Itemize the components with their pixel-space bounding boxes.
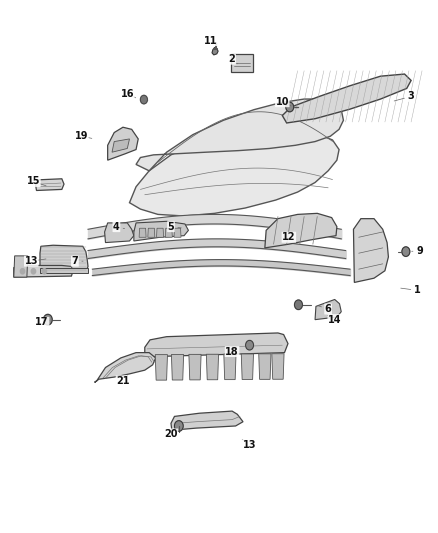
Circle shape bbox=[174, 421, 183, 431]
Text: 13: 13 bbox=[25, 256, 38, 266]
Polygon shape bbox=[134, 221, 188, 241]
Circle shape bbox=[286, 102, 293, 112]
Polygon shape bbox=[224, 354, 236, 379]
Polygon shape bbox=[272, 354, 284, 379]
Text: 10: 10 bbox=[276, 96, 289, 107]
Polygon shape bbox=[174, 228, 181, 237]
FancyBboxPatch shape bbox=[231, 54, 253, 72]
Polygon shape bbox=[283, 74, 411, 123]
Polygon shape bbox=[139, 228, 146, 237]
Text: 1: 1 bbox=[414, 286, 421, 295]
Polygon shape bbox=[14, 256, 28, 277]
Text: 15: 15 bbox=[27, 176, 40, 187]
Polygon shape bbox=[315, 300, 341, 320]
Polygon shape bbox=[265, 213, 337, 248]
Text: 21: 21 bbox=[116, 376, 130, 386]
Text: 3: 3 bbox=[408, 91, 414, 101]
Polygon shape bbox=[212, 47, 218, 55]
Polygon shape bbox=[35, 179, 64, 190]
Polygon shape bbox=[155, 354, 167, 380]
Polygon shape bbox=[156, 228, 163, 237]
Polygon shape bbox=[108, 127, 138, 160]
Text: 2: 2 bbox=[229, 54, 236, 64]
Circle shape bbox=[31, 269, 35, 274]
Text: 20: 20 bbox=[164, 429, 178, 439]
Polygon shape bbox=[241, 354, 254, 379]
Text: 4: 4 bbox=[113, 222, 120, 232]
Circle shape bbox=[43, 314, 52, 325]
Text: 12: 12 bbox=[282, 232, 296, 243]
Circle shape bbox=[42, 269, 46, 274]
Polygon shape bbox=[206, 354, 219, 379]
Text: 18: 18 bbox=[225, 346, 239, 357]
Circle shape bbox=[20, 269, 25, 274]
Circle shape bbox=[141, 95, 148, 104]
Polygon shape bbox=[40, 268, 88, 273]
Circle shape bbox=[294, 300, 302, 310]
Polygon shape bbox=[145, 333, 288, 357]
Text: 13: 13 bbox=[243, 440, 256, 450]
Polygon shape bbox=[95, 353, 155, 382]
Text: 9: 9 bbox=[417, 246, 423, 255]
Polygon shape bbox=[353, 219, 389, 282]
Polygon shape bbox=[14, 265, 73, 277]
Polygon shape bbox=[130, 131, 339, 216]
Circle shape bbox=[402, 247, 410, 256]
Polygon shape bbox=[148, 228, 155, 237]
Polygon shape bbox=[171, 411, 243, 430]
Polygon shape bbox=[259, 354, 271, 379]
Polygon shape bbox=[40, 245, 88, 273]
Circle shape bbox=[246, 341, 254, 350]
Text: 7: 7 bbox=[71, 256, 78, 266]
Text: 11: 11 bbox=[204, 36, 217, 45]
Polygon shape bbox=[105, 223, 134, 243]
Polygon shape bbox=[136, 99, 343, 171]
Polygon shape bbox=[165, 228, 172, 237]
Polygon shape bbox=[171, 354, 184, 380]
Text: 17: 17 bbox=[35, 317, 49, 327]
Text: 16: 16 bbox=[120, 88, 134, 99]
Text: 6: 6 bbox=[325, 304, 332, 314]
Text: 5: 5 bbox=[168, 222, 174, 232]
Polygon shape bbox=[112, 139, 130, 152]
Text: 19: 19 bbox=[75, 131, 88, 141]
Text: 14: 14 bbox=[328, 314, 342, 325]
Polygon shape bbox=[189, 354, 201, 380]
